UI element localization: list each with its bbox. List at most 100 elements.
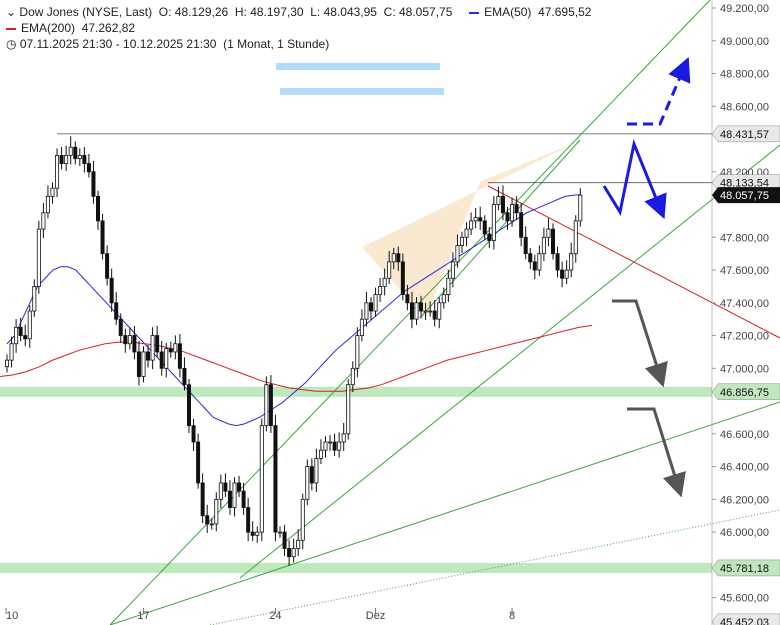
candle-body — [396, 253, 401, 263]
period-info: (1 Monat, 1 Stunde) — [223, 37, 330, 51]
y-tick-label: 49.000,00 — [720, 36, 769, 48]
candle-body — [464, 228, 469, 238]
collapse-icon[interactable]: ⌄ — [6, 5, 17, 19]
legend-row-ema200: EMA(200) 47.262,82 — [6, 20, 591, 36]
candle-body — [296, 539, 301, 549]
candle-body — [496, 195, 501, 205]
candle-body — [473, 217, 478, 222]
candle-body — [459, 236, 464, 246]
candle-body — [391, 253, 396, 263]
resistance-down-line — [487, 185, 780, 339]
open-value: O: 48.129,26 — [158, 5, 229, 19]
candle-body — [291, 548, 296, 558]
candle-body — [209, 523, 214, 526]
candle-body — [73, 146, 78, 160]
candlesticks — [5, 136, 583, 566]
level-tag-label: 45.452,03 — [720, 617, 769, 625]
candle-body — [59, 155, 64, 164]
y-tick-label: 46.600,00 — [720, 429, 769, 441]
candle-body — [136, 351, 141, 377]
ema50-label: EMA(50) — [484, 5, 532, 19]
y-tick-label: 48.800,00 — [720, 69, 769, 81]
candle-body — [455, 245, 460, 263]
candle-body — [432, 310, 437, 320]
candle-body — [255, 531, 260, 536]
candle-body — [246, 507, 251, 533]
candle-body — [177, 343, 182, 369]
candle-body — [409, 302, 414, 320]
candle-body — [146, 351, 151, 361]
candle-body — [241, 490, 246, 508]
candle-body — [546, 228, 551, 238]
grey-down-arrow-2 — [627, 407, 686, 498]
y-tick-label: 47.400,00 — [720, 298, 769, 310]
wedge-area — [361, 140, 581, 318]
level-tag-box — [711, 125, 780, 143]
low-value: L: 48.043,95 — [310, 5, 377, 19]
x-axis: 10 17 24 Dez 8 — [5, 608, 515, 622]
candle-body — [77, 155, 82, 160]
y-tick-label: 47.000,00 — [720, 363, 769, 375]
candle-body — [373, 294, 378, 312]
ema50-swatch-icon — [469, 11, 480, 14]
marker-bar-1 — [276, 63, 440, 70]
instrument-name: Dow Jones (NYSE, Last) — [19, 5, 153, 19]
candle-body — [364, 302, 369, 320]
candle-body — [368, 302, 373, 312]
candle-body — [118, 318, 123, 336]
candle-body — [223, 482, 228, 492]
candle-body — [423, 310, 428, 313]
candle-body — [168, 348, 173, 353]
candle-body — [5, 359, 10, 368]
candle-body — [282, 531, 287, 549]
candle-body — [36, 228, 41, 287]
ema200-value: 47.262,82 — [81, 21, 136, 35]
trendline-mid — [239, 144, 780, 579]
wedge-fill — [361, 140, 581, 318]
candle-body — [350, 367, 355, 386]
candle-body — [64, 155, 69, 164]
candle-body — [328, 441, 333, 444]
candle-body — [305, 466, 310, 500]
candle-body — [277, 531, 282, 534]
ema50-value: 47.695,52 — [538, 5, 592, 19]
x-tick-label: 10 — [6, 610, 18, 622]
x-tick-label: 24 — [269, 610, 281, 622]
ema200-line — [0, 324, 593, 392]
level-tag-label: 46.856,75 — [720, 387, 769, 399]
x-tick-label: 17 — [137, 610, 149, 622]
ema200-label: EMA(200) — [21, 21, 76, 35]
candle-body — [346, 384, 351, 435]
candle-body — [487, 233, 492, 241]
legend-row-range: ◷ 07.11.2025 21:30 - 10.12.2025 21:30 (1… — [6, 36, 591, 52]
candle-body — [105, 253, 110, 279]
candle-body — [478, 217, 483, 222]
candle-body — [287, 548, 292, 558]
candle-body — [18, 326, 23, 336]
candle-body — [86, 163, 91, 173]
candle-body — [141, 351, 146, 377]
candle-body — [45, 195, 50, 214]
candle-body — [250, 531, 255, 536]
candle-body — [300, 498, 305, 541]
level-tag-label: 48.133,54 — [720, 178, 769, 190]
candle-body — [96, 195, 101, 222]
scenario-arrows — [602, 56, 691, 498]
candle-body — [191, 425, 196, 443]
candle-body — [14, 326, 19, 345]
x-tick-label: Dez — [366, 610, 386, 622]
candle-body — [127, 335, 132, 345]
blue-zigzag-arrow — [602, 138, 667, 220]
candle-body — [382, 277, 387, 287]
level-tag-box — [711, 613, 780, 625]
candle-body — [100, 220, 105, 255]
candle-body — [268, 384, 273, 427]
support-zone-1 — [0, 386, 712, 397]
candle-body — [186, 384, 191, 427]
candle-body — [173, 343, 178, 353]
candle-body — [159, 351, 164, 369]
candle-body — [523, 236, 528, 255]
y-tick-label: 47.800,00 — [720, 232, 769, 244]
level-tag-label: 48.431,57 — [720, 129, 769, 141]
